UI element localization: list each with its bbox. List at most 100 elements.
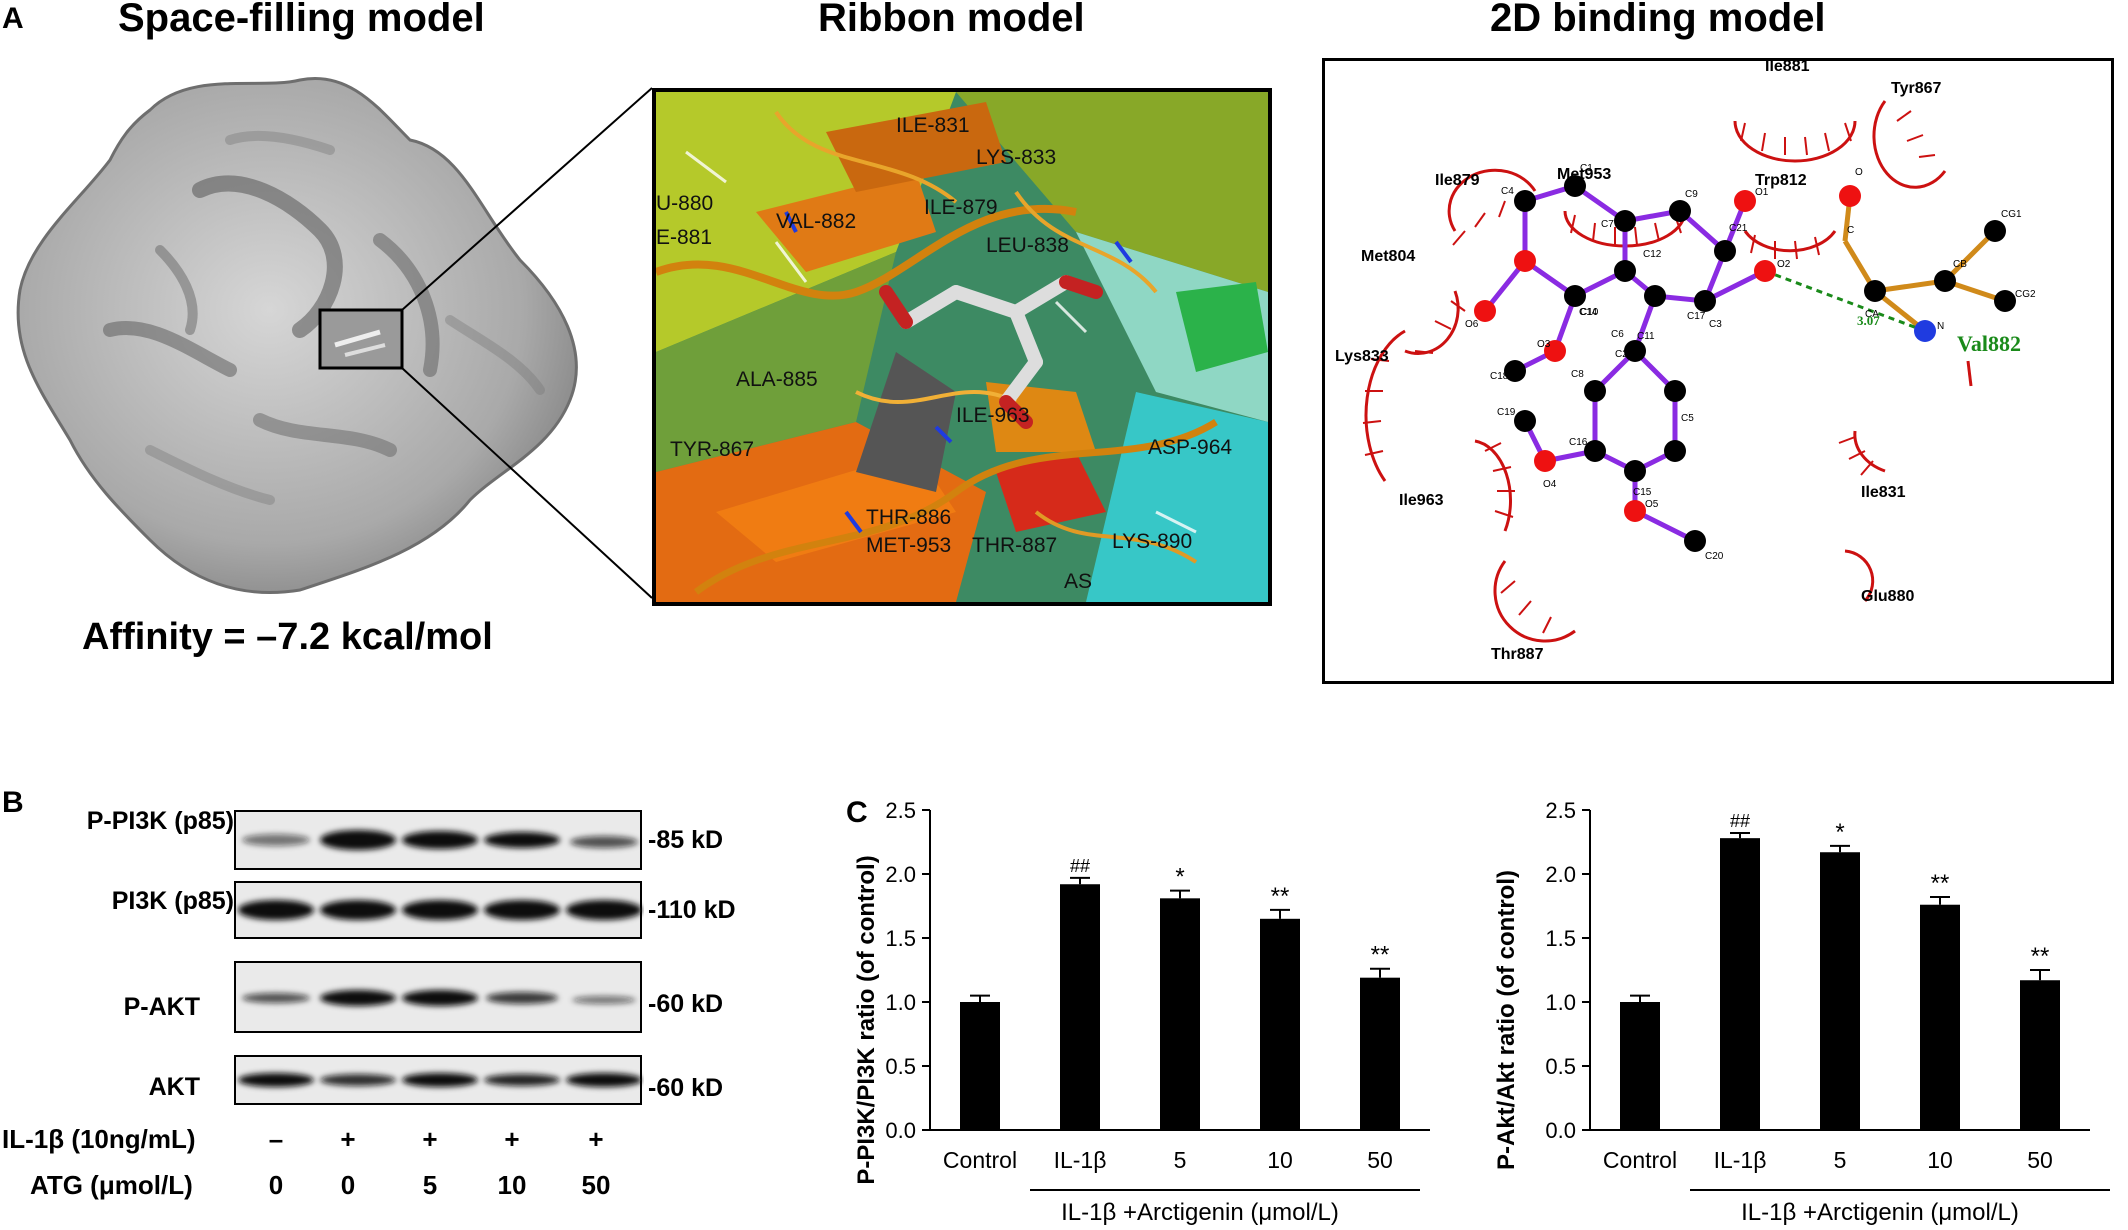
blot-label-p-akt: P-AKT (123, 993, 200, 1021)
atg-lane-4: 10 (497, 1170, 527, 1200)
svg-text:C21: C21 (1729, 223, 1748, 234)
il1b-lane-4: + (504, 1124, 520, 1154)
chart1-sig-2: * (1175, 864, 1184, 891)
svg-text:C19: C19 (1497, 407, 1516, 418)
il1b-lane-3: + (422, 1124, 438, 1154)
svg-text:THR-887: THR-887 (972, 534, 1057, 557)
chart2-ylabel-line1: P-Akt/Akt ratio (of control) (1493, 870, 1520, 1170)
chart1-xtick-label-0: Control (943, 1147, 1017, 1173)
svg-text:CG1: CG1 (2001, 209, 2022, 220)
svg-text:C20: C20 (1705, 551, 1724, 562)
svg-text:ILE-963: ILE-963 (956, 404, 1030, 427)
chart1-bar-1 (1060, 884, 1100, 1130)
svg-text:Tyr867: Tyr867 (1891, 80, 1942, 97)
svg-text:C9: C9 (1685, 189, 1698, 200)
svg-text:C10: C10 (1580, 307, 1599, 318)
chart1-sig-4: ** (1371, 942, 1390, 969)
kd-p-pi3k: -85 kD (648, 826, 724, 854)
svg-text:C12: C12 (1643, 249, 1662, 260)
panel-b-label: B (2, 786, 24, 819)
svg-text:THR-886: THR-886 (866, 506, 951, 529)
ribbon-graphic: ILE-831 LYS-833 ILE-879 U-880 E-881 VAL-… (656, 92, 1268, 602)
binding-model: Ile881 Tyr867 Ile879 Met953 Trp812 Met80… (1322, 58, 2114, 684)
svg-text:O1: O1 (1755, 187, 1769, 198)
chart2-xtick-label-1: IL-1β (1714, 1147, 1767, 1173)
chart1-bar-4 (1360, 977, 1400, 1130)
chart2-ytick-label-1: 0.5 (1545, 1054, 1576, 1079)
atg-lane-2: 0 (340, 1170, 356, 1200)
row-label-il1b: IL-1β (10ng/mL) (2, 1124, 196, 1154)
chart2-xtick-label-2: 5 (1834, 1147, 1847, 1173)
chart2-xtick-label-0: Control (1603, 1147, 1677, 1173)
chart2-bar-1 (1720, 838, 1760, 1130)
svg-text:CB: CB (1953, 259, 1967, 270)
il1b-lane-5: + (588, 1124, 604, 1154)
chart1-ylabel-line1: P-PI3K/PI3K ratio (of control) (853, 855, 880, 1184)
svg-text:C8: C8 (1571, 369, 1584, 380)
svg-text:LYS-890: LYS-890 (1112, 530, 1192, 553)
chart2-ytick-label-3: 1.5 (1545, 926, 1576, 951)
svg-text:C: C (1847, 225, 1854, 236)
binding-title: 2D binding model (1490, 0, 1826, 40)
chart2-ytick-label-2: 1.0 (1545, 990, 1576, 1015)
chart2-xtick-label-4: 50 (2027, 1147, 2053, 1173)
kd-p-akt: -60 kD (648, 990, 724, 1018)
il1b-lane-1: – (268, 1124, 284, 1154)
svg-text:Trp812: Trp812 (1755, 172, 1807, 189)
chart2-ytick-label-4: 2.0 (1545, 862, 1576, 887)
western-blots (234, 810, 642, 1105)
svg-text:C18: C18 (1490, 371, 1509, 382)
svg-text:O: O (1855, 167, 1863, 178)
row-label-atg: ATG (μmol/L) (30, 1170, 193, 1200)
svg-text:Ile831: Ile831 (1861, 484, 1906, 501)
svg-text:Ile881: Ile881 (1765, 61, 1810, 75)
svg-text:TYR-867: TYR-867 (670, 438, 754, 461)
chart1-ytick-label-1: 0.5 (885, 1054, 916, 1079)
chart2-sig-4: ** (2031, 943, 2050, 970)
chart-p-akt: P-Akt/Akt ratio (of control) 0.0 0.5 1.0 1.… (1493, 798, 2110, 1226)
space-filling-title: Space-filling model (118, 0, 485, 40)
atg-lane-5: 50 (581, 1170, 611, 1200)
svg-text:O6: O6 (1465, 319, 1479, 330)
chart1-bar-2 (1160, 898, 1200, 1130)
svg-text:Lys833: Lys833 (1335, 348, 1389, 365)
svg-text:LEU-84: LEU-84 (1196, 92, 1268, 97)
chart1-xtick-label-1: IL-1β (1054, 1147, 1107, 1173)
svg-text:N: N (1937, 321, 1944, 332)
svg-text:Ile963: Ile963 (1399, 492, 1444, 509)
chart1-sig-1: ## (1070, 856, 1090, 876)
svg-text:C2: C2 (1615, 349, 1628, 360)
chart1-ytick-label-2: 1.0 (885, 990, 916, 1015)
chart2-sig-2: * (1835, 819, 1844, 846)
svg-text:C14: C14 (1579, 307, 1598, 318)
svg-text:O3: O3 (1537, 339, 1551, 350)
chart1-xtick-label-2: 5 (1174, 1147, 1187, 1173)
blot-label-pi3k: PI3K (p85) (111, 887, 234, 915)
svg-text:C4: C4 (1501, 186, 1514, 197)
chart1-ytick-label-4: 2.0 (885, 862, 916, 887)
svg-text:C15: C15 (1633, 487, 1652, 498)
ribbon-title: Ribbon model (818, 0, 1085, 40)
space-filling-model (16, 77, 578, 594)
chart1-bar-0 (960, 1002, 1000, 1130)
chart2-bar-3 (1920, 904, 1960, 1130)
chart1-group-label: IL-1β +Arctigenin (μmol/L) (1061, 1199, 1339, 1226)
chart2-sig-3: ** (1931, 870, 1950, 897)
hbond-distance: 3.07 (1857, 313, 1880, 328)
svg-text:U-880: U-880 (656, 192, 713, 215)
chart2-bar-0 (1620, 1002, 1660, 1130)
kd-akt: -60 kD (648, 1074, 724, 1102)
chart1-ytick-label-5: 2.5 (885, 798, 916, 823)
svg-text:C16: C16 (1569, 437, 1588, 448)
svg-text:LYS-833: LYS-833 (976, 146, 1056, 169)
blot-label-p-pi3k: P-PI3K (p85) (86, 807, 234, 835)
chart2-bar-4 (2020, 980, 2060, 1130)
atg-lane-1: 0 (268, 1170, 284, 1200)
hbond-residue: Val882 (1957, 331, 2021, 356)
svg-text:Glu880: Glu880 (1861, 588, 1914, 605)
svg-text:O4: O4 (1543, 479, 1557, 490)
chart2-sig-1: ## (1730, 811, 1750, 831)
svg-text:Met804: Met804 (1361, 248, 1415, 265)
chart1-xtick-label-3: 10 (1267, 1147, 1293, 1173)
svg-text:ASP-964: ASP-964 (1148, 436, 1232, 459)
